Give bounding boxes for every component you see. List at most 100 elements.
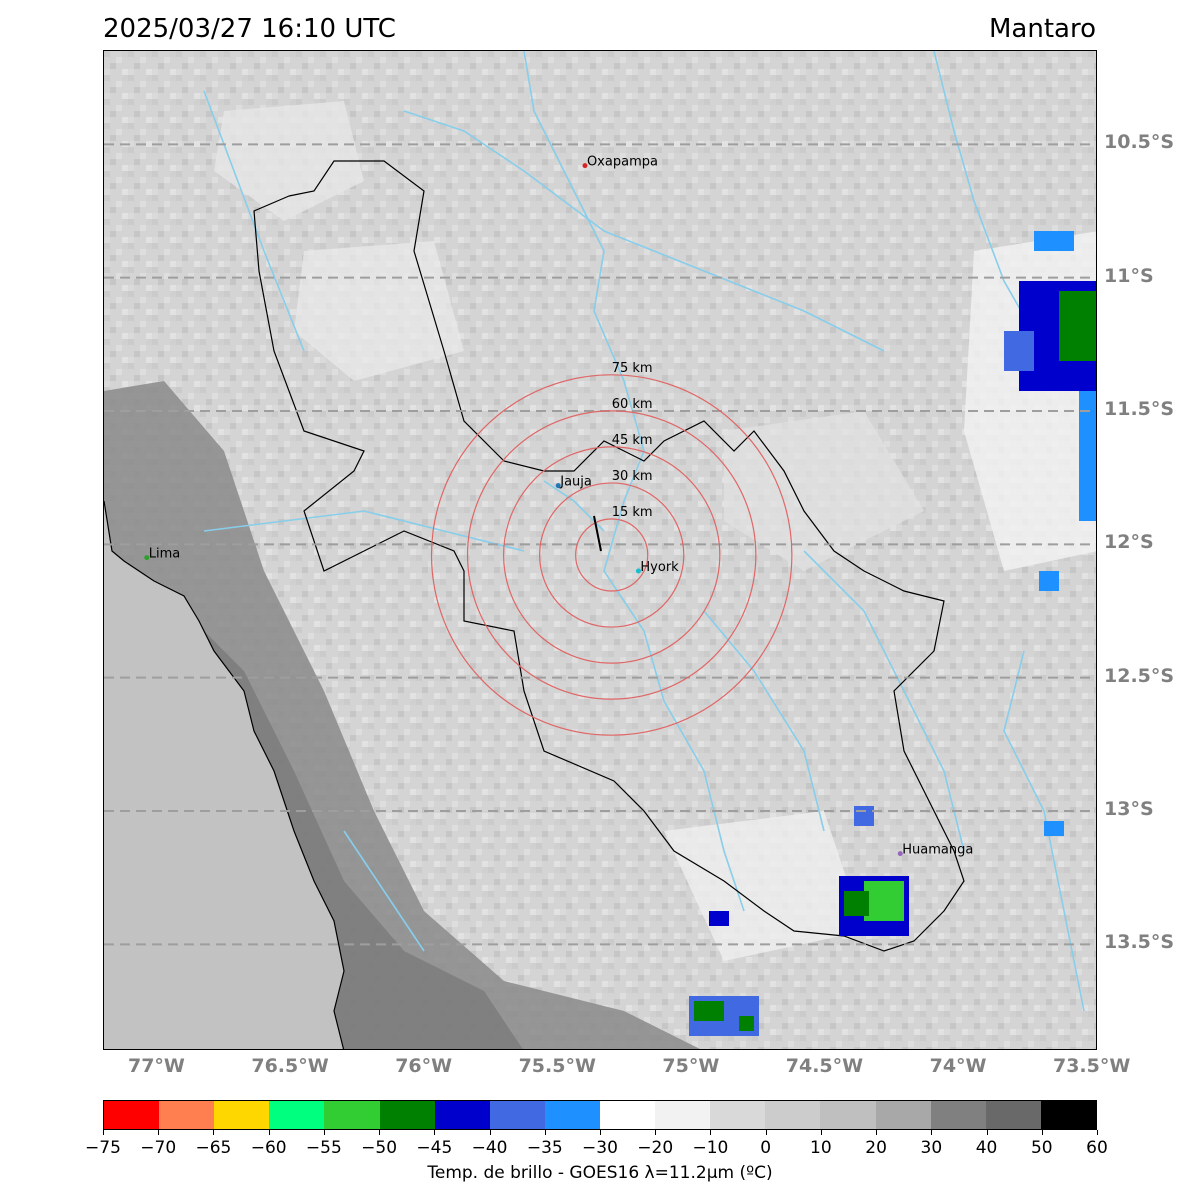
lat-label: 13°S	[1104, 798, 1154, 820]
timestamp-title: 2025/03/27 16:10 UTC	[103, 14, 396, 44]
colorbar-tickmark	[986, 1130, 988, 1135]
lat-label: 13.5°S	[1104, 931, 1175, 954]
colorbar-segment	[544, 1101, 600, 1129]
range-ring	[575, 518, 649, 592]
convective-cells	[689, 231, 1096, 1036]
colorbar-tick-label: 0	[760, 1138, 772, 1158]
city-label: Huamanga	[902, 843, 973, 858]
range-ring-label: 45 km	[612, 433, 653, 448]
colorbar-tick-label: −75	[85, 1138, 121, 1158]
city-markers: Oxapampa Jauja Hyork Lima Huamanga	[144, 155, 973, 858]
lon-label: 75.5°W	[518, 1055, 596, 1077]
colorbar-tickmark	[710, 1130, 712, 1135]
colorbar-segment	[269, 1101, 325, 1129]
city-marker	[582, 163, 588, 169]
colorbar-tickmark	[765, 1130, 767, 1135]
colorbar-segment	[820, 1101, 876, 1129]
colorbar-tickmark	[379, 1130, 381, 1135]
lon-label: 76°W	[395, 1055, 453, 1077]
colorbar-tickmark	[931, 1130, 933, 1135]
city-marker	[635, 568, 641, 574]
colorbar-tick-label: −60	[250, 1138, 287, 1158]
colorbar-tick-label: 40	[975, 1138, 998, 1158]
lon-label: 76.5°W	[251, 1055, 329, 1077]
range-ring-label: 15 km	[612, 505, 653, 520]
colorbar-tickmark	[489, 1130, 491, 1135]
colorbar-segment	[489, 1101, 545, 1129]
colorbar-tickmark	[434, 1130, 436, 1135]
colorbar-segment	[324, 1101, 380, 1129]
colorbar-segment	[159, 1101, 215, 1129]
range-ring	[539, 482, 685, 628]
lon-label: 73.5°W	[1052, 1055, 1131, 1077]
colorbar-segment	[710, 1101, 766, 1129]
colorbar-tickmark	[103, 1130, 104, 1135]
colorbar-tick-label: −30	[582, 1138, 618, 1158]
colorbar-segment	[655, 1101, 711, 1129]
colorbar-tick-label: −45	[416, 1138, 453, 1158]
colorbar-tickmark	[820, 1130, 822, 1135]
colorbar-tick-label: 50	[1030, 1138, 1053, 1158]
colorbar-tick-label: 20	[865, 1138, 887, 1158]
colorbar-tick-label: −40	[471, 1138, 508, 1158]
lat-label: 11.5°S	[1104, 398, 1175, 420]
cloud-patch	[724, 411, 924, 571]
range-ring	[502, 446, 721, 664]
colorbar-segment	[214, 1101, 270, 1129]
lon-label: 75°W	[662, 1055, 720, 1077]
colorbar-tickmark	[323, 1130, 325, 1135]
range-ring-label: 30 km	[612, 469, 653, 484]
colorbar-segment	[599, 1101, 656, 1129]
city-marker	[897, 851, 903, 857]
colorbar	[103, 1100, 1097, 1130]
range-ring	[466, 410, 757, 700]
colorbar-segment	[765, 1101, 821, 1129]
colorbar-tickmark	[1041, 1130, 1043, 1135]
colorbar-tick-label: −65	[195, 1138, 232, 1158]
colorbar-tickmark	[876, 1130, 878, 1135]
city-marker	[555, 483, 561, 489]
region-title: Mantaro	[989, 14, 1096, 44]
colorbar-tick-label: 10	[810, 1138, 832, 1158]
colorbar-tickmark	[158, 1130, 160, 1135]
lat-grid	[104, 143, 1096, 946]
range-rings: 15 km 30 km 45 km 60 km 75 km	[430, 361, 793, 736]
range-ring	[430, 374, 793, 736]
city-label: Oxapampa	[587, 155, 658, 170]
lon-label: 74.5°W	[785, 1055, 864, 1077]
colorbar-tick-label: −35	[526, 1138, 563, 1158]
colorbar-segment	[1040, 1101, 1096, 1129]
lon-label: 77°W	[127, 1055, 185, 1077]
colorbar-segment	[875, 1101, 931, 1129]
coastline	[104, 500, 345, 1049]
city-label: Jauja	[559, 475, 592, 490]
city-label: Lima	[149, 547, 180, 562]
colorbar-tickmark	[1097, 1130, 1098, 1135]
city-marker	[144, 555, 150, 561]
colorbar-tick-label: −20	[637, 1138, 674, 1158]
colorbar-label: Temp. de brillo - GOES16 λ=11.2μm (ºC)	[427, 1163, 773, 1183]
cloud-patch	[214, 101, 364, 221]
colorbar-tickmark	[213, 1130, 215, 1135]
lat-label: 11°S	[1104, 264, 1154, 287]
range-ring-label: 60 km	[612, 397, 653, 412]
colorbar-segment	[985, 1101, 1041, 1129]
colorbar-segment	[104, 1101, 160, 1129]
lon-label: 74°W	[929, 1055, 987, 1077]
colorbar-tick-label: −50	[361, 1138, 398, 1158]
satellite-map[interactable]: 15 km 30 km 45 km 60 km 75 km Oxapampa Jauja H…	[103, 50, 1097, 1050]
colorbar-tickmark	[544, 1130, 546, 1135]
colorbar-tick-label: −55	[305, 1138, 342, 1158]
colorbar-tick-label: 60	[1086, 1138, 1108, 1158]
lat-label: 12°S	[1104, 531, 1154, 554]
range-ring-label: 75 km	[612, 361, 653, 376]
colorbar-tick-label: −10	[692, 1138, 729, 1158]
colorbar-tick-label: 30	[920, 1138, 943, 1158]
ocean	[104, 501, 344, 1049]
lat-label: 12.5°S	[1104, 664, 1175, 687]
map-canvas: 15 km 30 km 45 km 60 km 75 km Oxapampa Jauja H…	[104, 51, 1096, 1049]
colorbar-segment	[434, 1101, 490, 1129]
lat-label: 10.5°S	[1104, 131, 1175, 154]
colorbar-tickmark	[600, 1130, 601, 1135]
transect-line	[593, 515, 602, 552]
